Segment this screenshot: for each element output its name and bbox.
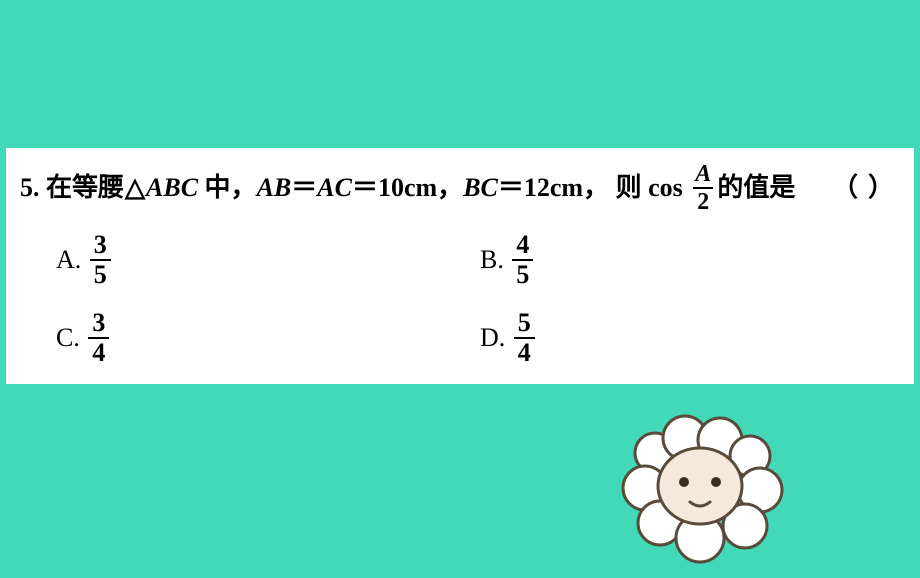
option-d-num: 5 <box>514 310 535 337</box>
option-d-fraction: 5 4 <box>514 310 535 366</box>
stem-text-2: 中， <box>205 174 257 203</box>
question-number: 5. <box>20 174 40 203</box>
option-c-den: 4 <box>88 337 109 366</box>
paren-open: （ <box>832 173 868 202</box>
option-a-den: 5 <box>90 259 111 288</box>
option-b-den: 5 <box>512 259 533 288</box>
option-a-label: A. <box>56 245 81 275</box>
answer-blank: （） <box>832 174 904 203</box>
option-a-fraction: 3 5 <box>90 232 111 288</box>
bc-label: BC <box>463 174 498 203</box>
option-a-num: 3 <box>90 232 111 259</box>
paren-close: ） <box>868 173 904 202</box>
sheep-illustration <box>600 398 800 578</box>
stem-text-1: 在等腰 <box>46 174 124 203</box>
eq-sign-1: ＝ <box>291 174 317 203</box>
question-card: 5. 在等腰 △ ABC 中， AB ＝ AC ＝ 10cm ， BC ＝ 12… <box>6 148 914 384</box>
question-stem: 5. 在等腰 △ ABC 中， AB ＝ AC ＝ 10cm ， BC ＝ 12… <box>20 162 904 214</box>
option-b-fraction: 4 5 <box>512 232 533 288</box>
angle-fraction: A 2 <box>691 162 715 214</box>
option-b-label: B. <box>480 245 504 275</box>
comma-1: ， <box>437 174 463 203</box>
eq-sign-2: ＝ <box>352 174 378 203</box>
option-c-label: C. <box>56 323 80 353</box>
option-a[interactable]: A. 3 5 <box>56 232 480 288</box>
stem-text-4: 的值是 <box>717 174 795 203</box>
triangle-symbol: △ <box>125 174 145 203</box>
option-b[interactable]: B. 4 5 <box>480 232 904 288</box>
options-grid: A. 3 5 B. 4 5 C. 3 4 D. 5 4 <box>20 232 904 366</box>
frac-num: A <box>691 162 715 187</box>
eq-sign-3: ＝ <box>498 174 524 203</box>
option-d-label: D. <box>480 323 505 353</box>
cos-label: cos <box>648 174 683 203</box>
val-12cm: 12cm <box>524 174 583 203</box>
option-c[interactable]: C. 3 4 <box>56 310 480 366</box>
option-d-den: 4 <box>514 337 535 366</box>
comma-2: ， <box>583 174 609 203</box>
val-10cm: 10cm <box>378 174 437 203</box>
triangle-name: ABC <box>146 174 198 203</box>
option-c-fraction: 3 4 <box>88 310 109 366</box>
ab-label: AB <box>257 174 292 203</box>
stem-text-3: 则 <box>616 174 642 203</box>
option-c-num: 3 <box>88 310 109 337</box>
ac-label: AC <box>317 174 352 203</box>
option-b-num: 4 <box>512 232 533 259</box>
option-d[interactable]: D. 5 4 <box>480 310 904 366</box>
frac-den: 2 <box>693 187 713 214</box>
